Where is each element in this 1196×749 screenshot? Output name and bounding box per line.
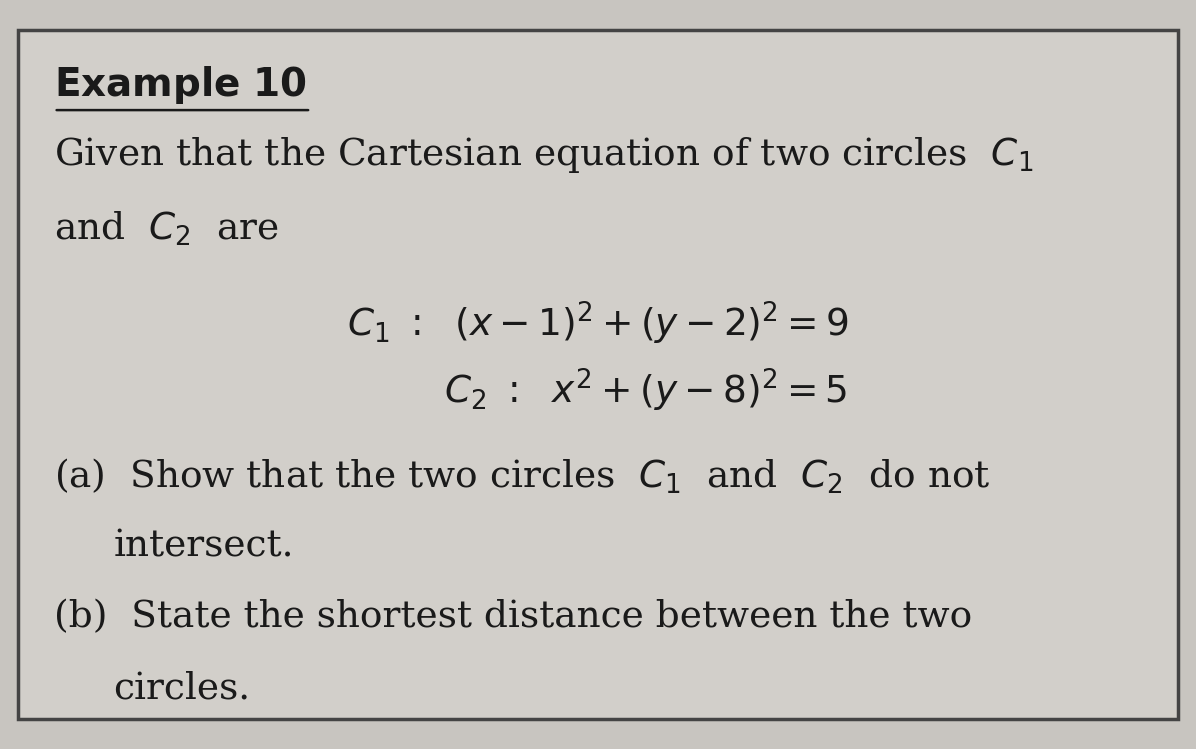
Text: intersect.: intersect.: [114, 528, 294, 564]
Text: (b)  State the shortest distance between the two: (b) State the shortest distance between …: [54, 599, 972, 635]
Text: (a)  Show that the two circles  $C_1$  and  $C_2$  do not: (a) Show that the two circles $C_1$ and …: [54, 457, 990, 496]
FancyBboxPatch shape: [18, 30, 1178, 719]
Text: and  $C_2$  are: and $C_2$ are: [54, 210, 279, 248]
Text: Given that the Cartesian equation of two circles  $C_1$: Given that the Cartesian equation of two…: [54, 135, 1033, 175]
Text: $C_2\ :\ \ x^2+(y-8)^2=5$: $C_2\ :\ \ x^2+(y-8)^2=5$: [444, 367, 848, 414]
Text: $\mathbf{Example\ 10}$: $\mathbf{Example\ 10}$: [54, 64, 306, 106]
Text: $C_1\ :\ \ (x-1)^2+(y-2)^2=9$: $C_1\ :\ \ (x-1)^2+(y-2)^2=9$: [347, 300, 849, 347]
Text: circles.: circles.: [114, 670, 251, 706]
